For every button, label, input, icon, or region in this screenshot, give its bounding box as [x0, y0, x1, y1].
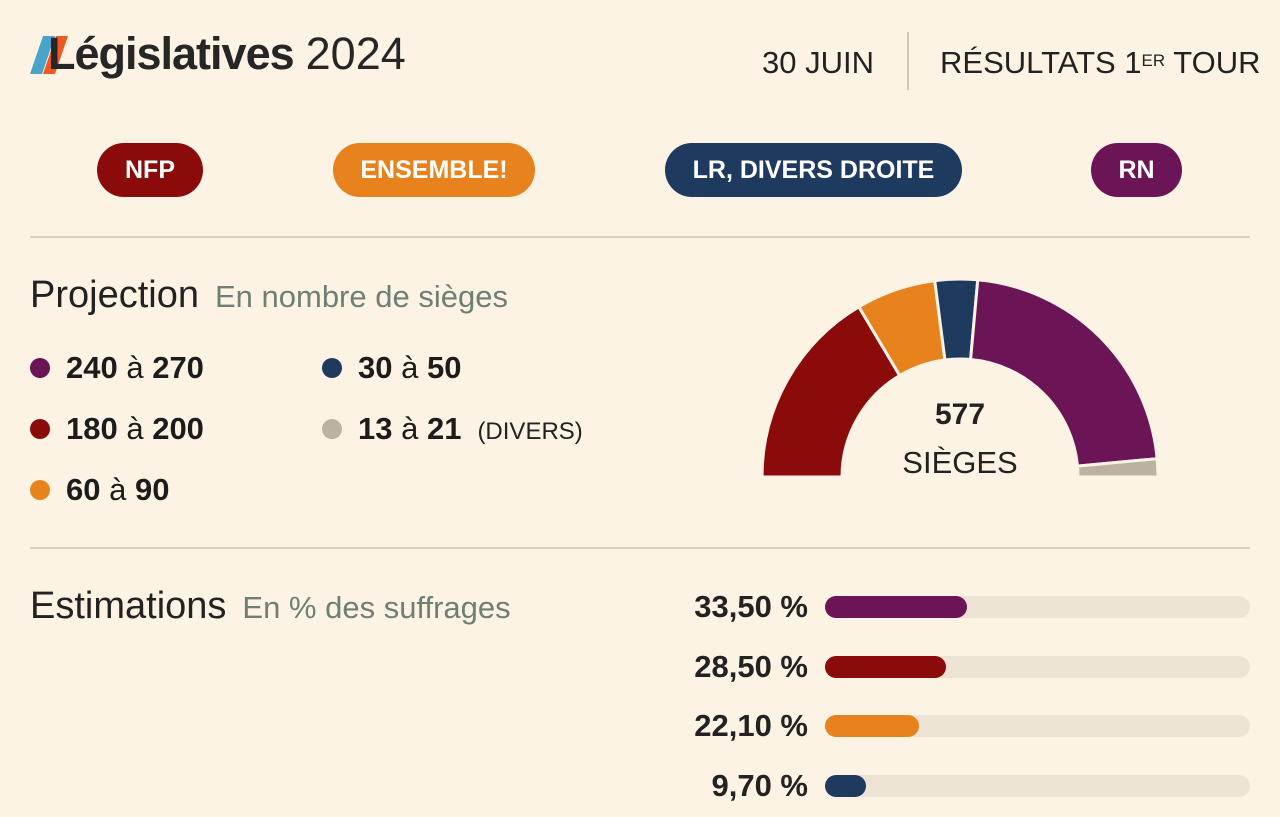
projection-subtitle: En nombre de sièges	[214, 279, 508, 314]
party-pill-nfp: NFP	[97, 143, 203, 197]
legend-sep: à	[392, 350, 427, 385]
seat-arc-divers	[1075, 457, 1160, 479]
legend-low: 240	[66, 350, 118, 385]
bar-label: 9,70 %	[711, 768, 808, 803]
page-title: Législatives 2024	[48, 26, 406, 82]
bar-row-lr: 9,70 %	[620, 766, 1250, 806]
legend-low: 60	[66, 472, 101, 507]
logo-stripes-icon	[30, 36, 68, 74]
bar-track	[825, 596, 1250, 618]
bar-row-rn: 33,50 %	[620, 587, 1250, 627]
legend-sep: à	[117, 411, 153, 446]
legend-sep: à	[117, 350, 153, 385]
projection-heading: Projection En nombre de sièges	[30, 272, 508, 320]
bar-label: 33,50 %	[694, 589, 808, 624]
seat-arc-rn	[968, 278, 1159, 468]
legend-low: 13	[358, 411, 393, 446]
legend-item-lr: 30 à 50	[322, 348, 461, 388]
legend-dot	[30, 418, 50, 439]
legend-item-rn: 240 à 270	[30, 348, 204, 388]
party-pill-rn: RN	[1091, 143, 1182, 197]
legend-sep: à	[100, 472, 135, 507]
bar-row-nfp: 28,50 %	[620, 647, 1250, 687]
bar-label: 28,50 %	[694, 649, 808, 684]
legend-low: 30	[358, 350, 393, 385]
legend-high: 21	[426, 411, 462, 446]
seats-label: SIÈGES	[902, 445, 1018, 480]
legend-dot	[322, 357, 342, 378]
bar-fill-nfp	[825, 656, 947, 678]
legend-item-divers: 13 à 21 (DIVERS)	[322, 409, 583, 452]
estimations-subtitle: En % des suffrages	[242, 590, 511, 625]
bar-track	[825, 715, 1250, 737]
title-text: Législatives	[48, 28, 295, 79]
section-divider	[30, 236, 1250, 238]
section-divider	[30, 547, 1250, 549]
projection-title: Projection	[30, 274, 199, 316]
legend-dot	[30, 357, 50, 378]
election-date: 30 JUIN	[762, 45, 874, 80]
legend-low: 180	[66, 411, 118, 446]
header-divider	[907, 32, 909, 90]
seats-total: 577	[934, 398, 986, 431]
party-pill-ensemble: ENSEMBLE!	[333, 143, 535, 197]
bar-track	[825, 775, 1250, 797]
legend-item-ensemble: 60 à 90	[30, 470, 169, 510]
legend-sep: à	[392, 411, 427, 446]
title-year: 2024	[305, 28, 406, 79]
legend-high: 90	[134, 472, 170, 507]
bar-fill-ensemble	[825, 715, 919, 737]
bar-row-ensemble: 22,10 %	[620, 706, 1250, 746]
results-end: TOUR	[1165, 45, 1261, 80]
legend-item-nfp: 180 à 200	[30, 409, 204, 449]
estimations-title: Estimations	[30, 585, 227, 627]
bar-fill-lr	[825, 775, 867, 797]
legend-high: 50	[426, 350, 462, 385]
legend-dot	[30, 479, 50, 500]
bar-fill-rn	[825, 596, 968, 618]
results-superscript: ER	[1141, 51, 1166, 70]
results-main: RÉSULTATS 1	[940, 45, 1142, 80]
legend-note: (DIVERS)	[477, 418, 583, 445]
legend-high: 270	[152, 350, 204, 385]
estimations-heading: Estimations En % des suffrages	[30, 583, 511, 631]
bar-track	[825, 656, 1250, 678]
results-round: RÉSULTATS 1ER TOUR	[940, 44, 1261, 82]
legend-high: 200	[152, 411, 204, 446]
bar-label: 22,10 %	[694, 708, 808, 743]
legend-dot	[322, 418, 342, 439]
hemicycle-chart	[760, 277, 1160, 479]
party-pill-lr: LR, DIVERS DROITE	[665, 143, 962, 197]
